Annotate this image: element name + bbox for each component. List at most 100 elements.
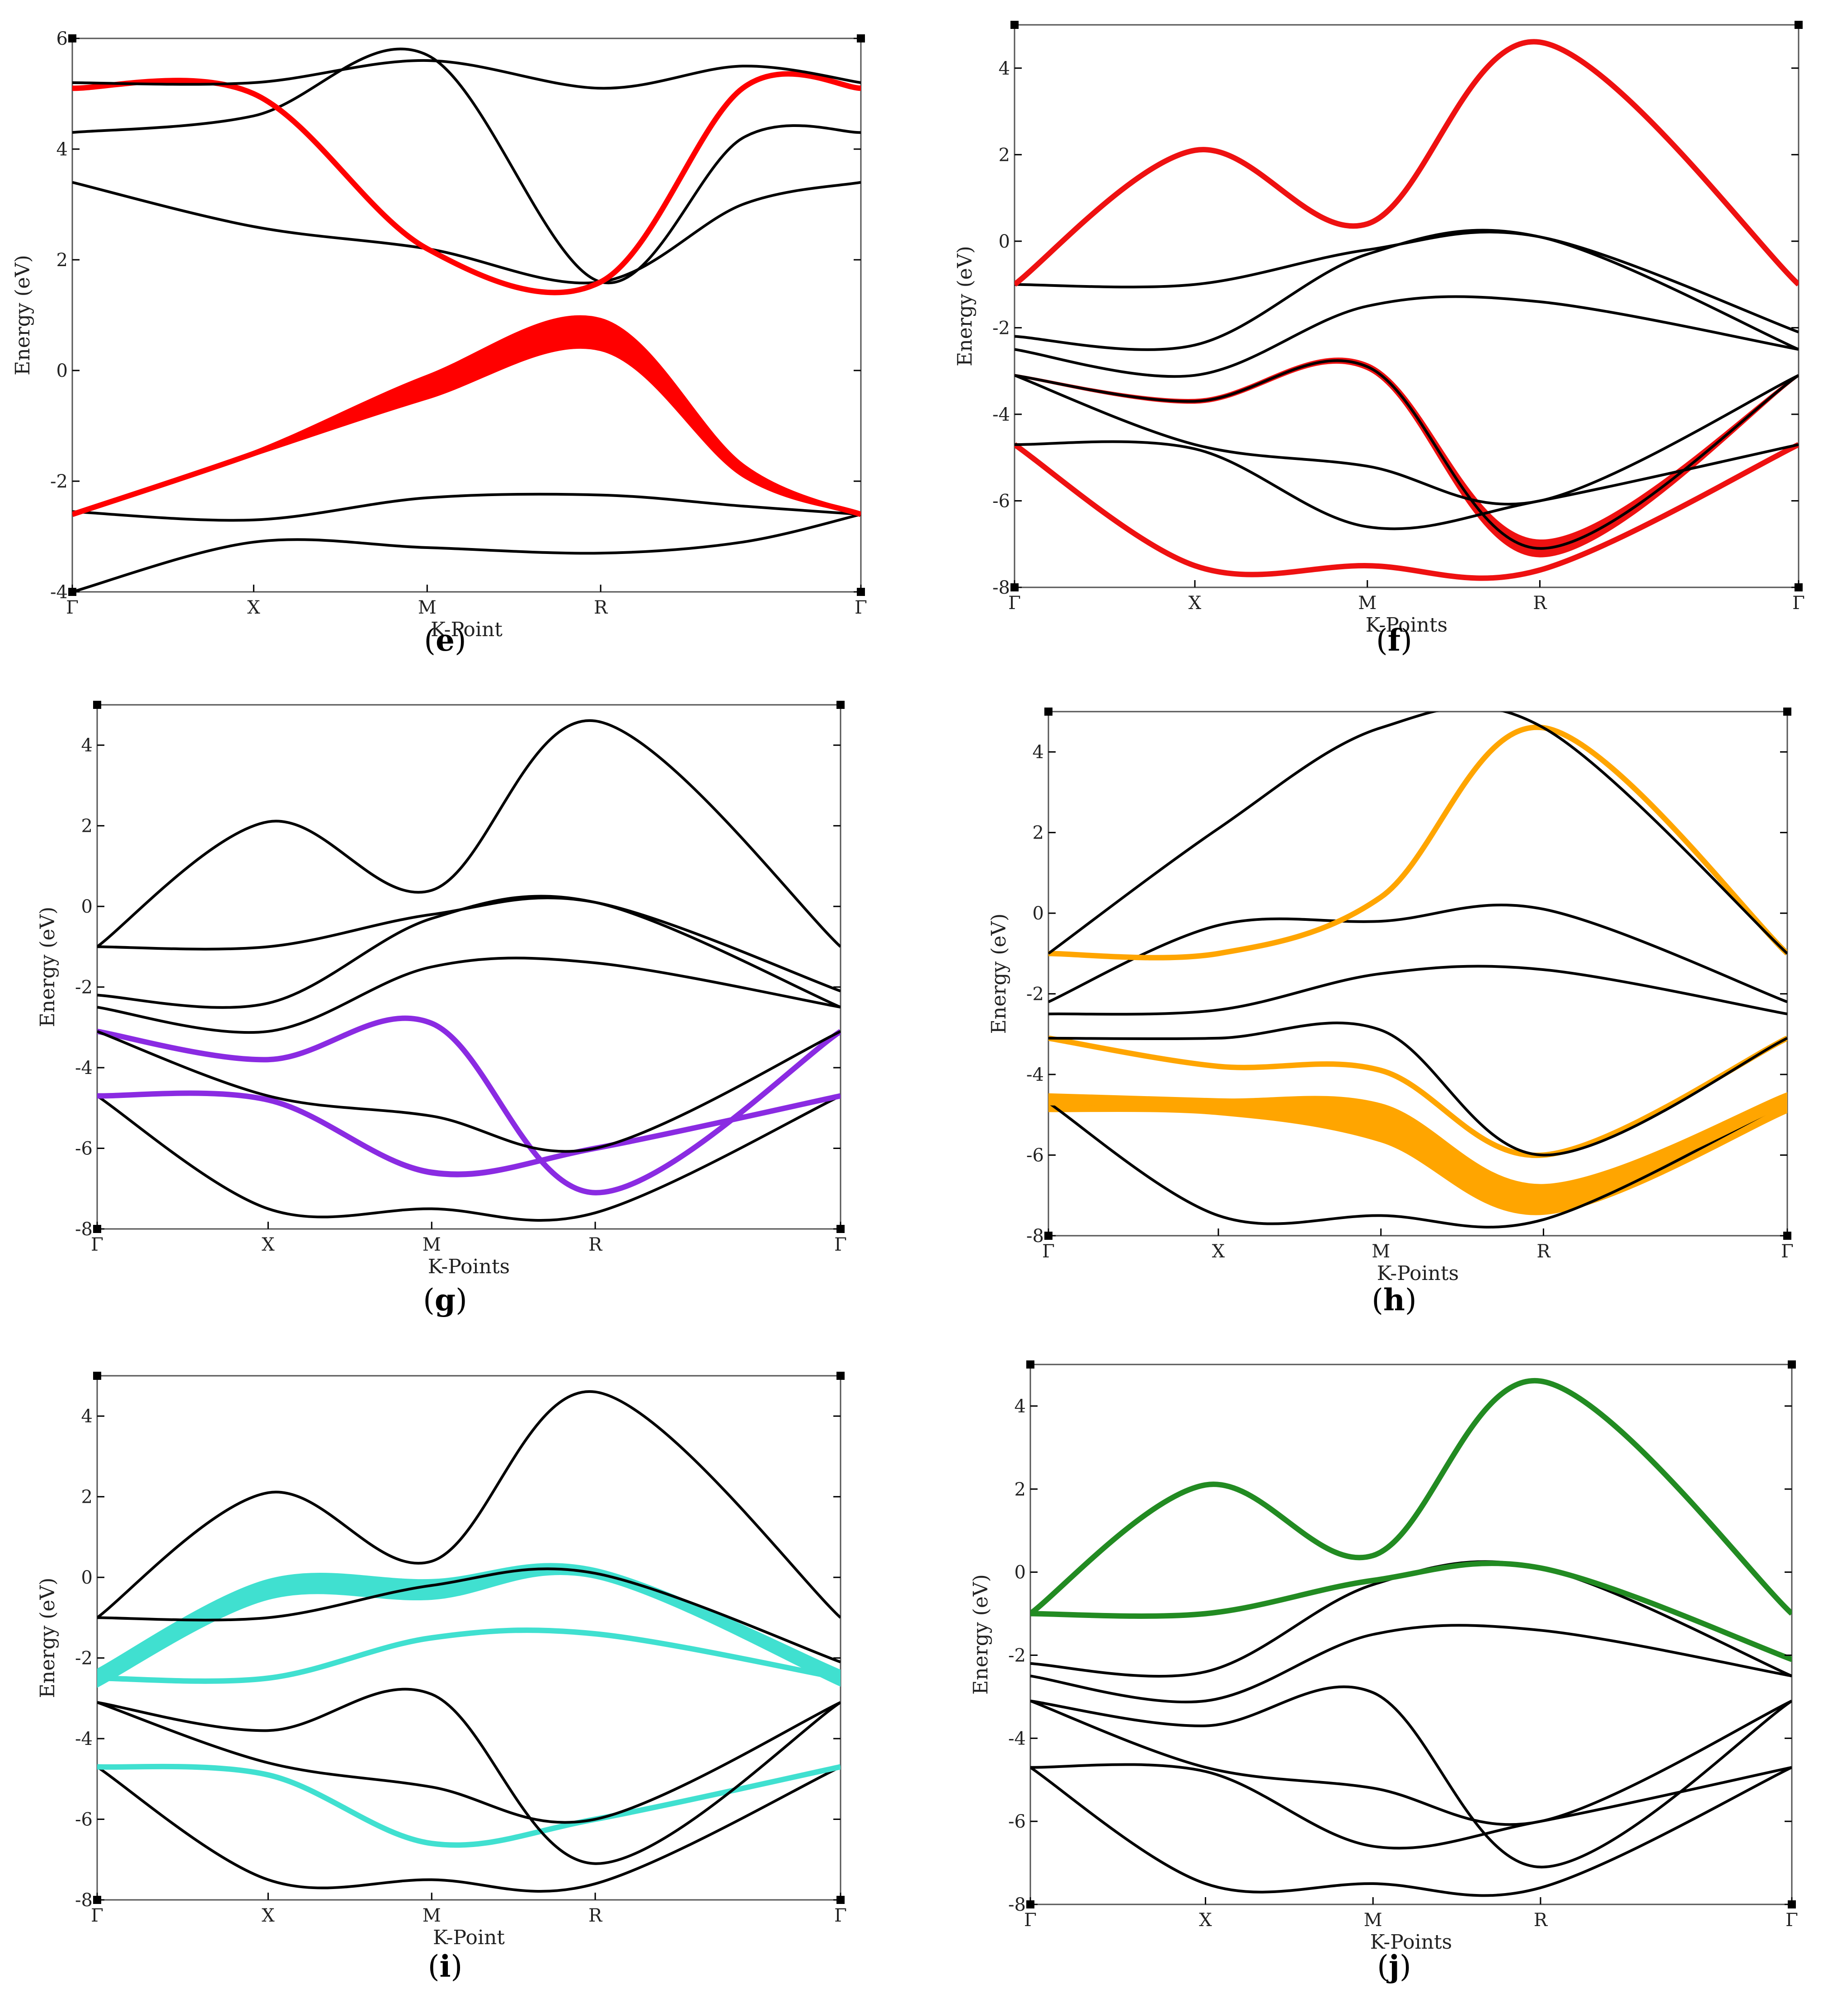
band-line-4 [72, 47, 861, 285]
y-tick-label: -2 [1008, 1645, 1026, 1666]
y-tick-label: 4 [1033, 742, 1044, 763]
y-axis-title: Energy (eV) [954, 246, 977, 366]
x-axis-title: K-Points [1366, 614, 1448, 637]
y-tick-label: -6 [75, 1139, 93, 1159]
y-tick-label: 2 [81, 816, 93, 837]
fat-band-projection [97, 1091, 841, 1177]
band-line-6 [1048, 726, 1787, 960]
band-highlight-1 [97, 1763, 841, 1848]
y-tick-label: -2 [1026, 984, 1044, 1005]
band-line-2 [97, 1017, 841, 1195]
band-line-2 [1015, 374, 1799, 506]
band-highlight-7 [1030, 1378, 1792, 1616]
plot-frame [96, 704, 841, 1230]
y-tick-label: -2 [75, 1648, 93, 1669]
x-tick-label: Γ [834, 1905, 847, 1926]
band-highlight-6 [1030, 1561, 1792, 1662]
band-highlight-7 [1015, 39, 1799, 287]
band-line-1 [97, 1765, 841, 1847]
y-tick-label: 4 [56, 139, 68, 160]
corner-marker [93, 1372, 101, 1380]
x-tick-label: X [1189, 593, 1202, 614]
band-line-4 [1015, 295, 1799, 378]
panel-caption: (g) [423, 1282, 467, 1317]
y-tick-label: -6 [75, 1810, 93, 1830]
band-line-2 [97, 1701, 841, 1824]
band-line-3 [97, 1030, 841, 1153]
band-line-6 [72, 59, 861, 90]
y-tick-label: -8 [75, 1219, 93, 1240]
plot-area [1030, 1378, 1792, 1897]
corner-marker [836, 1372, 845, 1380]
x-tick-label: X [247, 597, 260, 618]
x-tick-label: Γ [1024, 1910, 1037, 1931]
x-tick-label: Γ [834, 1234, 847, 1255]
x-tick-label: Γ [1792, 593, 1805, 614]
band-line-5 [1030, 1560, 1792, 1678]
band-line-3 [72, 181, 861, 285]
x-tick-label: Γ [1781, 1241, 1794, 1262]
band-line-6 [1030, 1561, 1792, 1661]
y-tick-label: -4 [75, 1058, 93, 1078]
y-tick-label: -6 [992, 491, 1010, 511]
band-line-1 [72, 492, 861, 522]
band-line-7 [97, 1390, 841, 1619]
x-tick-label: R [594, 597, 608, 618]
plot-area [1015, 39, 1799, 581]
band-line-2 [1048, 1036, 1787, 1157]
corner-marker [93, 701, 101, 709]
band-line-0 [1015, 443, 1799, 580]
y-tick-label: 4 [81, 1406, 93, 1427]
y-tick-label: 2 [1015, 1479, 1026, 1500]
band-line-5 [72, 72, 861, 294]
x-tick-label: R [1534, 1910, 1548, 1931]
band-line-4 [97, 1628, 841, 1683]
x-axis-title: K-Point [433, 1926, 505, 1949]
band-line-3 [1015, 359, 1799, 550]
y-tick-label: -8 [75, 1890, 93, 1911]
corner-marker [1026, 1360, 1034, 1369]
band-line-4 [1048, 965, 1787, 1016]
y-tick-label: 2 [56, 250, 68, 271]
band-line-5 [1048, 904, 1787, 1003]
plot-area [97, 719, 841, 1222]
band-line-7 [1015, 40, 1799, 286]
y-tick-label: 2 [1033, 823, 1044, 844]
band-highlight-5 [72, 71, 861, 295]
x-axis-title: K-Point [431, 618, 503, 641]
y-tick-label: -4 [992, 404, 1010, 425]
y-tick-label: -2 [75, 977, 93, 998]
x-tick-label: Γ [855, 597, 867, 618]
x-tick-label: X [1212, 1241, 1225, 1262]
band-line-3 [1030, 1685, 1792, 1869]
plot-frame [96, 1375, 841, 1901]
band-line-0 [1048, 1101, 1787, 1229]
band-line-0 [97, 1765, 841, 1893]
y-tick-label: -4 [1026, 1064, 1044, 1085]
plot-frame [1014, 24, 1799, 588]
plot-frame [71, 38, 862, 593]
corner-marker [1795, 21, 1803, 29]
band-line-7 [1030, 1379, 1792, 1615]
band-line-2 [1030, 1699, 1792, 1826]
corner-marker [1044, 708, 1052, 716]
y-tick-label: 6 [56, 28, 68, 49]
y-axis-title: Energy (eV) [969, 1574, 992, 1695]
band-line-7 [1048, 712, 1787, 955]
band-line-0 [72, 513, 861, 592]
y-tick-label: 0 [1015, 1562, 1026, 1583]
x-tick-label: Γ [91, 1905, 103, 1926]
y-tick-label: -6 [1026, 1145, 1044, 1166]
fat-band-projection [1015, 357, 1799, 558]
y-axis-title: Energy (eV) [36, 907, 59, 1027]
band-line-0 [97, 1094, 841, 1222]
y-axis-title: Energy (eV) [36, 1578, 59, 1698]
band-highlight-0 [1015, 442, 1799, 581]
band-line-1 [1030, 1763, 1792, 1850]
panel-caption: (h) [1372, 1282, 1417, 1317]
